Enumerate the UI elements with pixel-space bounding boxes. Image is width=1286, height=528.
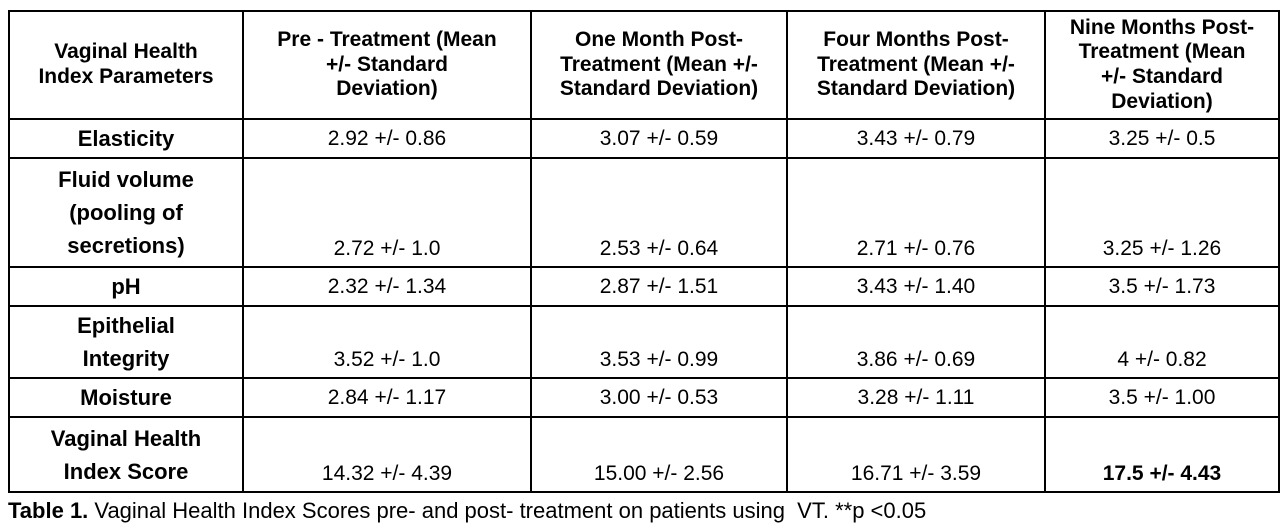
row-label-elasticity: Elasticity bbox=[8, 118, 244, 159]
row-label-vhi-score: Vaginal Health Index Score bbox=[8, 416, 244, 493]
row-label-epithelial-integrity: Epithelial Integrity bbox=[8, 305, 244, 379]
vaginal-health-index-table: Vaginal Health Index Parameters Pre - Tr… bbox=[8, 10, 1280, 493]
row-label-fluid-volume: Fluid volume (pooling of secretions) bbox=[8, 157, 244, 268]
row-label-ph: pH bbox=[8, 266, 244, 307]
cell-epithelial-nine-months: 4 +/- 0.82 bbox=[1044, 305, 1280, 379]
column-header-one-month: One Month Post- Treatment (Mean +/- Stan… bbox=[530, 10, 788, 120]
cell-ph-four-months: 3.43 +/- 1.40 bbox=[786, 266, 1046, 307]
cell-vhi-score-nine-months: 17.5 +/- 4.43 bbox=[1044, 416, 1280, 493]
column-header-pre-treatment: Pre - Treatment (Mean +/- Standard Devia… bbox=[242, 10, 532, 120]
cell-fluid-one-month: 2.53 +/- 0.64 bbox=[530, 157, 788, 268]
column-header-nine-months: Nine Months Post- Treatment (Mean +/- St… bbox=[1044, 10, 1280, 120]
cell-moisture-one-month: 3.00 +/- 0.53 bbox=[530, 377, 788, 418]
cell-elasticity-pre: 2.92 +/- 0.86 bbox=[242, 118, 532, 159]
header-row: Vaginal Health Index Parameters Pre - Tr… bbox=[8, 10, 1280, 120]
cell-epithelial-one-month: 3.53 +/- 0.99 bbox=[530, 305, 788, 379]
column-header-four-months: Four Months Post- Treatment (Mean +/- St… bbox=[786, 10, 1046, 120]
cell-ph-nine-months: 3.5 +/- 1.73 bbox=[1044, 266, 1280, 307]
cell-moisture-four-months: 3.28 +/- 1.11 bbox=[786, 377, 1046, 418]
table-caption: Table 1. Vaginal Health Index Scores pre… bbox=[8, 498, 1278, 524]
cell-ph-one-month: 2.87 +/- 1.51 bbox=[530, 266, 788, 307]
cell-vhi-score-pre: 14.32 +/- 4.39 bbox=[242, 416, 532, 493]
table-row-elasticity: Elasticity 2.92 +/- 0.86 3.07 +/- 0.59 3… bbox=[8, 118, 1280, 159]
table-row-fluid-volume: Fluid volume (pooling of secretions) 2.7… bbox=[8, 157, 1280, 268]
column-header-parameters: Vaginal Health Index Parameters bbox=[8, 10, 244, 120]
cell-ph-pre: 2.32 +/- 1.34 bbox=[242, 266, 532, 307]
cell-vhi-score-four-months: 16.71 +/- 3.59 bbox=[786, 416, 1046, 493]
cell-epithelial-pre: 3.52 +/- 1.0 bbox=[242, 305, 532, 379]
table-row-epithelial-integrity: Epithelial Integrity 3.52 +/- 1.0 3.53 +… bbox=[8, 305, 1280, 379]
table-caption-label: Table 1. bbox=[8, 498, 89, 523]
cell-fluid-pre: 2.72 +/- 1.0 bbox=[242, 157, 532, 268]
cell-vhi-score-one-month: 15.00 +/- 2.56 bbox=[530, 416, 788, 493]
row-label-moisture: Moisture bbox=[8, 377, 244, 418]
table-row-ph: pH 2.32 +/- 1.34 2.87 +/- 1.51 3.43 +/- … bbox=[8, 266, 1280, 307]
table-row-moisture: Moisture 2.84 +/- 1.17 3.00 +/- 0.53 3.2… bbox=[8, 377, 1280, 418]
cell-elasticity-four-months: 3.43 +/- 0.79 bbox=[786, 118, 1046, 159]
cell-elasticity-nine-months: 3.25 +/- 0.5 bbox=[1044, 118, 1280, 159]
cell-moisture-nine-months: 3.5 +/- 1.00 bbox=[1044, 377, 1280, 418]
cell-elasticity-one-month: 3.07 +/- 0.59 bbox=[530, 118, 788, 159]
table-row-vhi-score: Vaginal Health Index Score 14.32 +/- 4.3… bbox=[8, 416, 1280, 493]
table-caption-text: Vaginal Health Index Scores pre- and pos… bbox=[88, 498, 927, 523]
cell-fluid-nine-months: 3.25 +/- 1.26 bbox=[1044, 157, 1280, 268]
cell-moisture-pre: 2.84 +/- 1.17 bbox=[242, 377, 532, 418]
cell-epithelial-four-months: 3.86 +/- 0.69 bbox=[786, 305, 1046, 379]
cell-fluid-four-months: 2.71 +/- 0.76 bbox=[786, 157, 1046, 268]
